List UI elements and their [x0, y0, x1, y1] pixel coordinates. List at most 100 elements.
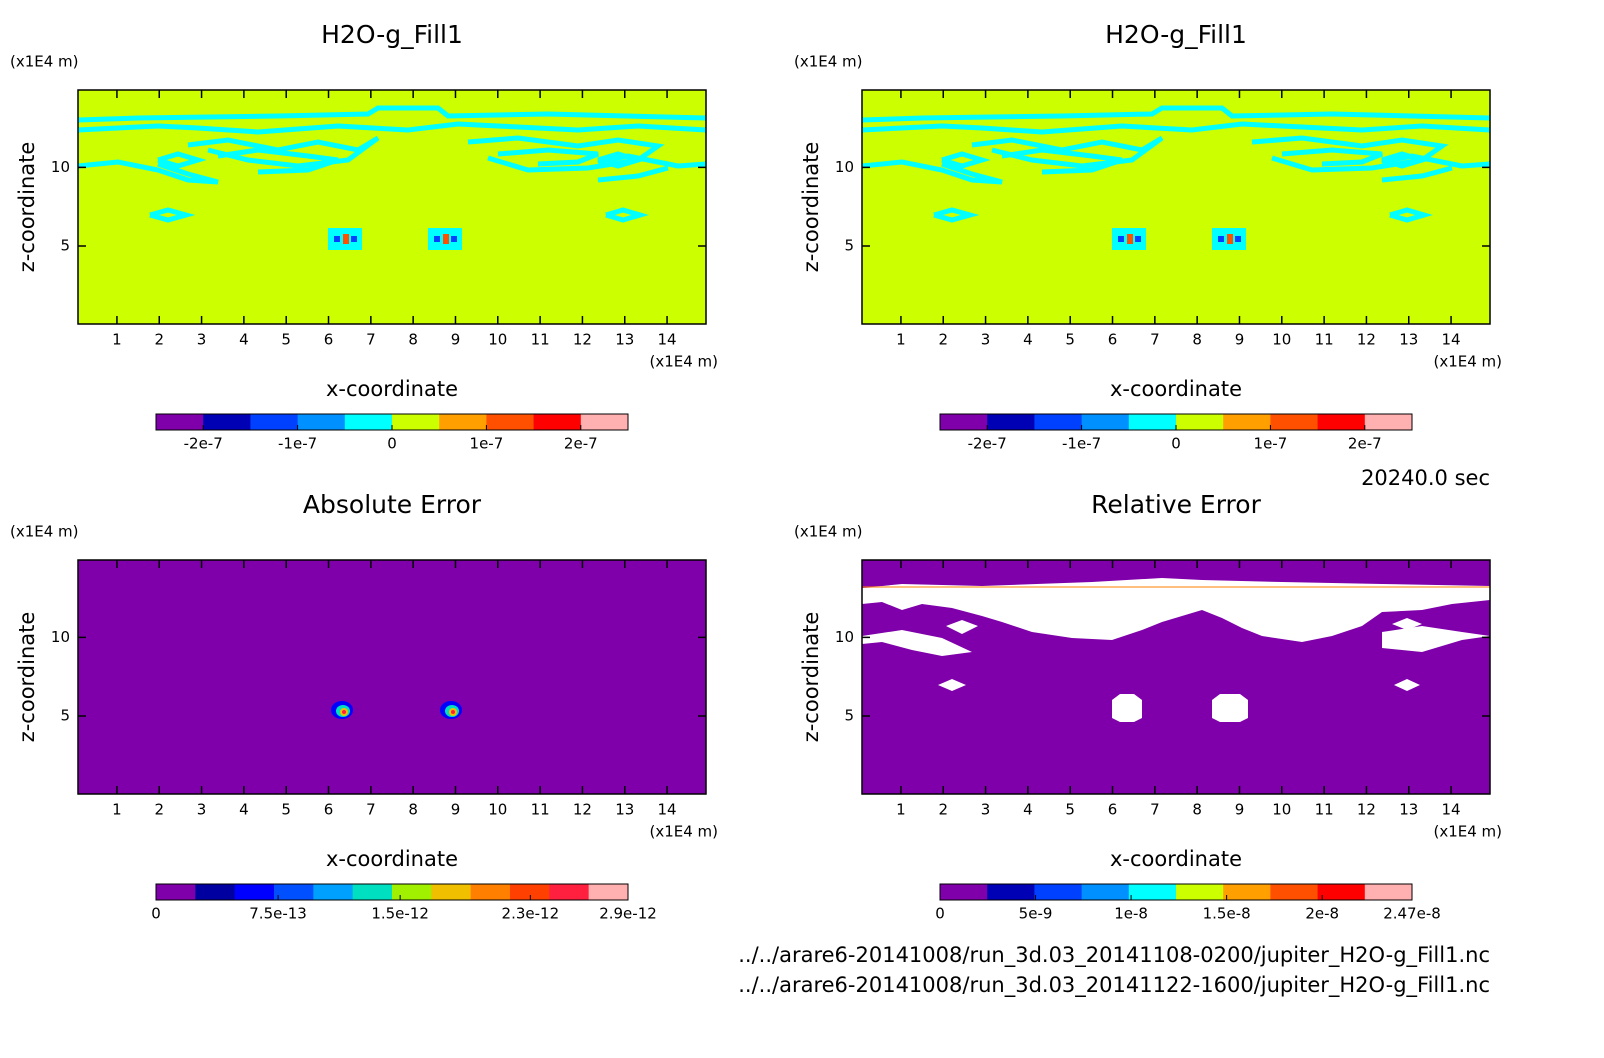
- y-axis-label: z-coordinate: [799, 612, 823, 743]
- colorbar-segment: [1081, 884, 1130, 900]
- colorbar-tick-label: 1e-7: [470, 435, 504, 453]
- colorbar-segment: [580, 414, 629, 430]
- y-tick-label: 5: [844, 237, 854, 255]
- x-tick-label: 8: [1192, 331, 1202, 349]
- colorbar-segment: [234, 884, 275, 900]
- colorbar-segment: [392, 414, 440, 430]
- x-tick-label: 11: [531, 801, 550, 819]
- x-tick-label: 5: [1065, 801, 1075, 819]
- colorbar-segment: [1223, 884, 1271, 900]
- x-tick-label: 5: [1065, 331, 1075, 349]
- colorbar-frame: [939, 883, 1413, 901]
- x-tick-label: 7: [366, 801, 376, 819]
- colorbar-segment: [1128, 884, 1177, 900]
- colorbar-segment: [1317, 884, 1366, 900]
- x-tick-label: 10: [1272, 801, 1291, 819]
- x-tick-label: 6: [1108, 331, 1118, 349]
- colorbar-segment: [1034, 414, 1083, 430]
- x-tick-label: 2: [938, 801, 948, 819]
- x-tick-label: 12: [573, 331, 592, 349]
- colorbar-segment: [940, 414, 988, 430]
- colorbar-segment: [431, 884, 472, 900]
- x-tick-label: 1: [112, 801, 122, 819]
- colorbar-segment: [156, 414, 204, 430]
- x-unit: (x1E4 m): [649, 823, 718, 841]
- y-tick-label: 10: [835, 158, 854, 176]
- colorbar-segment: [156, 884, 196, 900]
- x-tick-label: 13: [615, 331, 634, 349]
- colorbar-segment: [344, 414, 393, 430]
- colorbar-segment: [1364, 884, 1413, 900]
- x-tick-label: 3: [197, 331, 207, 349]
- x-tick-label: 4: [1023, 801, 1033, 819]
- x-tick-label: 4: [239, 801, 249, 819]
- x-tick-label: 4: [1023, 331, 1033, 349]
- colorbar-tick-label: 2e-7: [564, 435, 598, 453]
- x-axis-label: x-coordinate: [326, 377, 458, 401]
- colorbar-tick-label: 2.47e-8: [1383, 905, 1441, 923]
- colorbar-segment: [392, 884, 432, 900]
- colorbar-segment: [1176, 414, 1224, 430]
- x-tick-label: 3: [197, 801, 207, 819]
- x-tick-label: 8: [408, 331, 418, 349]
- colorbar-segment: [203, 414, 251, 430]
- colorbar-segment: [533, 414, 582, 430]
- colorbar-tick-label: 0: [151, 905, 161, 923]
- colorbar-segment: [1081, 414, 1130, 430]
- colorbar-tick-label: -2e-7: [184, 435, 223, 453]
- y-tick-label: 5: [844, 707, 854, 725]
- x-tick-label: 11: [531, 331, 550, 349]
- colorbar-segment: [1223, 414, 1271, 430]
- x-tick-label: 13: [1399, 801, 1418, 819]
- x-tick-label: 2: [154, 801, 164, 819]
- x-tick-label: 4: [239, 331, 249, 349]
- x-tick-label: 1: [896, 331, 906, 349]
- plot-frame: [861, 559, 1491, 795]
- x-tick-label: 2: [938, 331, 948, 349]
- y-axis-label: z-coordinate: [15, 142, 39, 273]
- colorbar-segment: [940, 884, 988, 900]
- colorbar-segment: [352, 884, 393, 900]
- colorbar-segment: [439, 414, 487, 430]
- colorbar-segment: [486, 414, 535, 430]
- y-tick-label: 5: [60, 707, 70, 725]
- colorbar-segment: [549, 884, 590, 900]
- colorbar-tick-label: 2e-8: [1305, 905, 1339, 923]
- plot-frame: [77, 89, 707, 325]
- y-unit: (x1E4 m): [10, 523, 79, 541]
- x-tick-label: 14: [1442, 331, 1461, 349]
- x-tick-label: 6: [1108, 801, 1118, 819]
- colorbar-tick-label: 0: [387, 435, 397, 453]
- x-tick-label: 7: [1150, 801, 1160, 819]
- field: [862, 560, 1490, 794]
- colorbar-segment: [195, 884, 236, 900]
- x-tick-label: 12: [1357, 331, 1376, 349]
- y-tick-label: 10: [51, 628, 70, 646]
- x-tick-label: 7: [366, 331, 376, 349]
- x-tick-label: 14: [1442, 801, 1461, 819]
- x-tick-label: 10: [488, 331, 507, 349]
- colorbar-segment: [470, 884, 511, 900]
- colorbar-segment: [1364, 414, 1413, 430]
- x-unit: (x1E4 m): [1433, 353, 1502, 371]
- field: [78, 560, 706, 794]
- y-tick-label: 5: [60, 237, 70, 255]
- y-unit: (x1E4 m): [794, 53, 863, 71]
- x-tick-label: 6: [324, 331, 334, 349]
- x-tick-label: 8: [1192, 801, 1202, 819]
- x-tick-label: 7: [1150, 331, 1160, 349]
- x-axis-label: x-coordinate: [1110, 377, 1242, 401]
- x-tick-label: 9: [1235, 801, 1245, 819]
- colorbar-tick-label: 2.9e-12: [599, 905, 657, 923]
- x-tick-label: 5: [281, 331, 291, 349]
- x-tick-label: 12: [1357, 801, 1376, 819]
- colorbar-segment: [250, 414, 299, 430]
- x-tick-label: 11: [1315, 801, 1334, 819]
- x-tick-label: 9: [451, 331, 461, 349]
- x-tick-label: 13: [1399, 331, 1418, 349]
- y-axis-label: z-coordinate: [15, 612, 39, 743]
- time-label: 20240.0 sec: [1361, 466, 1490, 490]
- x-tick-label: 12: [573, 801, 592, 819]
- x-tick-label: 11: [1315, 331, 1334, 349]
- y-unit: (x1E4 m): [10, 53, 79, 71]
